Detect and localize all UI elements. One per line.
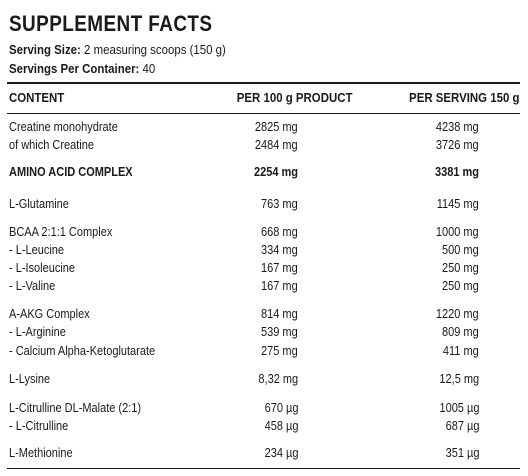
row-name: - L-Valine [9,279,56,293]
table-row: - L-Leucine 334 mg 500 mg [0,243,528,261]
row-per-100g: 167 mg [261,279,298,293]
row-name: BCAA 2:1:1 Complex [9,225,113,239]
row-per-serving: 500 mg [442,243,479,257]
servings-per-container: Servings Per Container: 40 [9,61,155,76]
row-per-100g: 234 µg [264,446,298,460]
table-row: - L-Citrulline 458 µg 687 µg [0,419,528,437]
row-per-100g: 275 mg [261,344,298,358]
row-per-100g: 2254 mg [253,165,298,179]
row-per-serving: 1005 µg [439,401,479,415]
row-per-100g: 763 mg [261,197,298,211]
servings-per-container-value: 40 [142,61,156,76]
table-row: L-Glutamine 763 mg 1145 mg [0,197,528,215]
row-per-100g: 8,32 mg [258,372,298,386]
column-header-content: CONTENT [9,90,65,105]
row-per-100g: 814 mg [261,307,298,321]
table-row: L-Methionine 234 µg 351 µg [0,446,528,464]
row-per-serving: 250 mg [442,261,479,275]
table-row: - L-Valine 167 mg 250 mg [0,279,528,297]
servings-per-container-label: Servings Per Container: [9,61,140,76]
column-header-per-100g: PER 100 g PRODUCT [236,90,352,105]
row-per-serving: 3381 mg [434,165,479,179]
row-per-serving: 250 mg [442,279,479,293]
table-row: L-Lysine 8,32 mg 12,5 mg [0,372,528,390]
divider-header [7,113,520,114]
serving-size: Serving Size: 2 measuring scoops (150 g) [9,42,226,57]
table-row: A-AKG Complex 814 mg 1220 mg [0,307,528,325]
row-name: - L-Arginine [9,325,66,339]
row-per-100g: 539 mg [261,325,298,339]
table-row: - L-Isoleucine 167 mg 250 mg [0,261,528,279]
serving-size-label: Serving Size: [9,42,81,57]
row-name: - L-Isoleucine [9,261,76,275]
table-row: Creatine monohydrate 2825 mg 4238 mg [0,120,528,138]
page-title: SUPPLEMENT FACTS [9,11,213,36]
row-per-100g: 458 µg [264,419,298,433]
row-per-serving: 3726 mg [436,138,479,152]
row-per-100g: 2484 mg [255,138,298,152]
row-per-serving: 4238 mg [436,120,479,134]
row-name: L-Lysine [9,372,51,386]
row-per-serving: 809 mg [442,325,479,339]
row-name: of which Creatine [9,138,94,152]
row-per-serving: 411 mg [443,344,479,358]
row-name: - L-Leucine [9,243,65,257]
row-per-serving: 351 µg [445,446,479,460]
row-name: Creatine monohydrate [9,120,118,134]
column-header-per-serving: PER SERVING 150 g [408,90,519,105]
row-name: - L-Citrulline [9,419,69,433]
table-row: L-Citrulline DL-Malate (2:1) 670 µg 1005… [0,401,528,419]
row-name: A-AKG Complex [9,307,90,321]
row-name: L-Glutamine [9,197,69,211]
divider-top [7,82,520,84]
row-name: AMINO ACID COMPLEX [9,165,133,179]
table-header: CONTENT PER 100 g PRODUCT PER SERVING 15… [0,90,528,108]
table-row: - L-Arginine 539 mg 809 mg [0,325,528,343]
table-row: BCAA 2:1:1 Complex 668 mg 1000 mg [0,225,528,243]
table-row: - Calcium Alpha-Ketoglutarate 275 mg 411… [0,344,528,362]
row-per-serving: 687 µg [445,419,479,433]
table-row-section: AMINO ACID COMPLEX 2254 mg 3381 mg [0,165,528,183]
divider-bottom [7,468,520,469]
row-name: L-Citrulline DL-Malate (2:1) [9,401,142,415]
row-per-100g: 167 mg [261,261,298,275]
row-per-serving: 1000 mg [436,225,479,239]
row-per-100g: 2825 mg [255,120,298,134]
row-name: L-Methionine [9,446,73,460]
row-per-100g: 668 mg [261,225,298,239]
table-row: of which Creatine 2484 mg 3726 mg [0,138,528,156]
row-per-serving: 1220 mg [436,307,479,321]
row-per-serving: 12,5 mg [439,372,479,386]
serving-size-value: 2 measuring scoops (150 g) [84,42,226,57]
row-name: - Calcium Alpha-Ketoglutarate [9,344,156,358]
row-per-100g: 670 µg [264,401,298,415]
row-per-serving: 1145 mg [437,197,479,211]
row-per-100g: 334 mg [261,243,298,257]
